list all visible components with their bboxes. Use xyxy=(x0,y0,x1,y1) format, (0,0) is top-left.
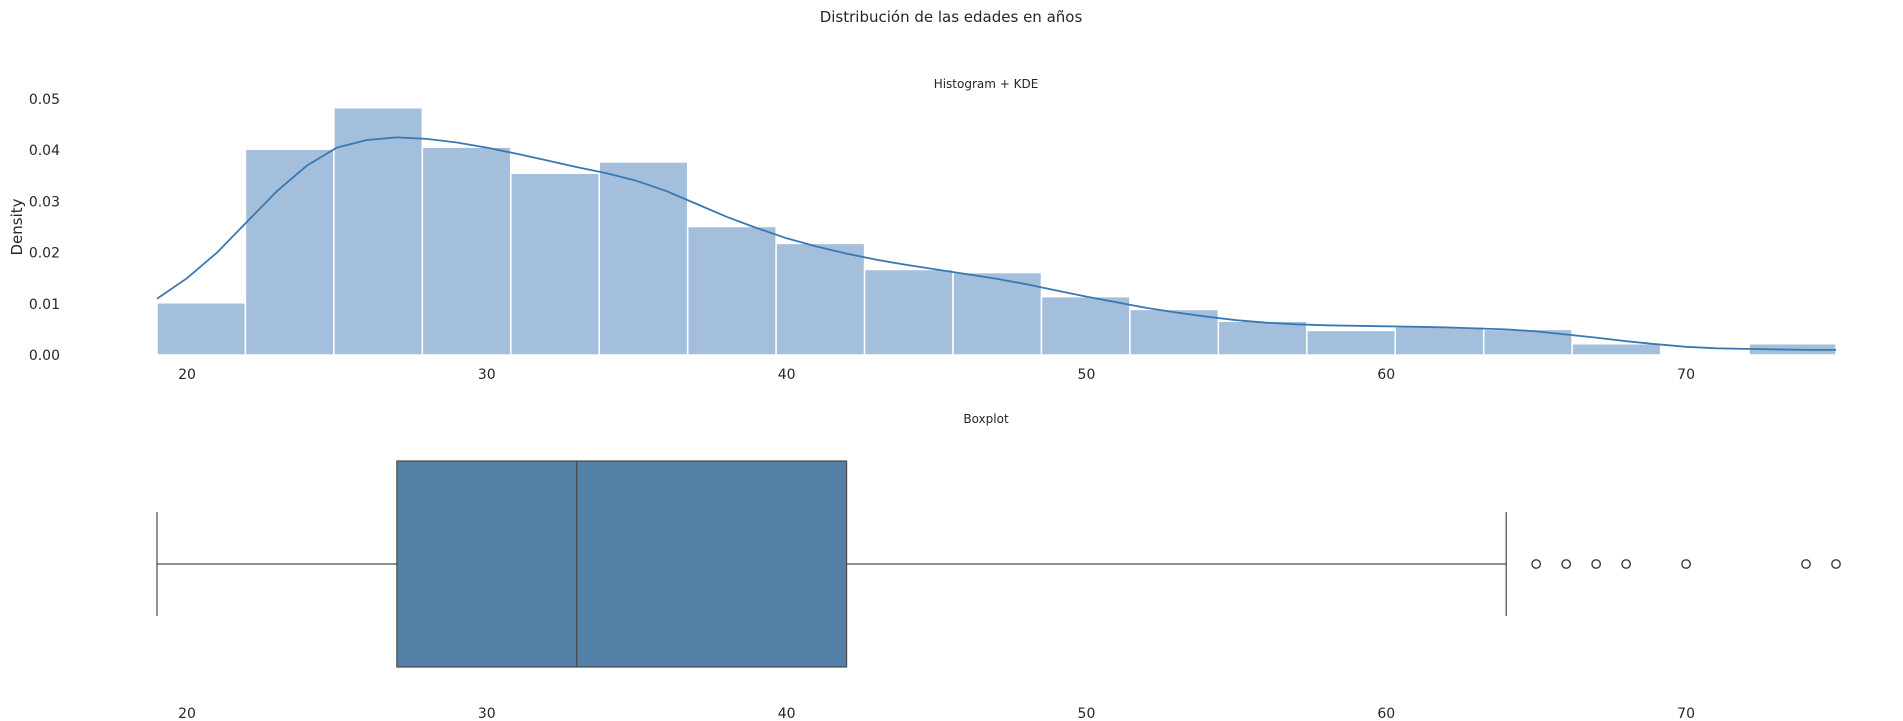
histogram-x-ticks: 20 30 40 50 60 70 xyxy=(178,367,1695,383)
histogram-x-tick-label: 50 xyxy=(1078,367,1096,383)
histogram-bars xyxy=(156,106,1837,356)
boxplot-outlier xyxy=(1561,559,1572,569)
histogram-y-tick-label: 0.03 xyxy=(29,194,60,210)
boxplot-outlier xyxy=(1801,559,1811,569)
histogram-bar xyxy=(1217,320,1308,356)
histogram-bar xyxy=(952,271,1043,356)
histogram-bar xyxy=(510,172,600,356)
kde-line xyxy=(156,136,1836,351)
histogram-bar xyxy=(598,161,689,356)
histogram-x-tick-label: 40 xyxy=(778,367,796,383)
boxplot-outlier xyxy=(1831,559,1841,569)
histogram-bar xyxy=(686,225,777,356)
boxplot-x-tick-label: 40 xyxy=(778,706,796,721)
histogram-ylabel: Density xyxy=(8,198,26,255)
boxplot-outlier xyxy=(1591,559,1602,569)
histogram-x-tick-label: 30 xyxy=(478,367,496,383)
boxplot-outlier xyxy=(1531,559,1542,569)
histogram-bar xyxy=(421,146,512,356)
histogram-y-ticks: 0.00 0.01 0.02 0.03 0.04 0.05 xyxy=(29,92,60,364)
boxplot-x-tick-label: 60 xyxy=(1377,706,1395,721)
boxplot-x-tick-label: 50 xyxy=(1078,706,1096,721)
histogram-bar xyxy=(1306,329,1397,356)
histogram-bar xyxy=(156,302,247,356)
histogram-x-tick-label: 60 xyxy=(1377,367,1395,383)
boxplot-x-tick-label: 20 xyxy=(178,706,196,721)
histogram-bar xyxy=(333,106,424,356)
histogram-y-tick-label: 0.02 xyxy=(29,246,60,262)
histogram-bar xyxy=(244,148,335,356)
boxplot-outliers xyxy=(1531,559,1841,569)
histogram-y-tick-label: 0.04 xyxy=(29,143,60,159)
histogram-title: Histogram + KDE xyxy=(934,77,1039,91)
histogram-x-tick-label: 70 xyxy=(1677,367,1695,383)
boxplot-outlier xyxy=(1621,559,1632,569)
histogram-bar xyxy=(1394,326,1485,356)
histogram-y-tick-label: 0.00 xyxy=(29,348,60,364)
histogram-bar xyxy=(1571,342,1662,356)
histogram-y-tick-label: 0.01 xyxy=(29,297,60,313)
histogram-y-tick-label: 0.05 xyxy=(29,92,60,108)
boxplot-title: Boxplot xyxy=(963,412,1009,426)
figure-suptitle: Distribución de las edades en años xyxy=(820,8,1083,26)
histogram-bar xyxy=(863,268,954,356)
boxplot-x-tick-label: 70 xyxy=(1677,706,1695,721)
histogram-bar xyxy=(775,242,866,356)
boxplot-x-ticks: 20 30 40 50 60 70 xyxy=(178,706,1695,721)
boxplot-outlier xyxy=(1681,559,1691,569)
histogram-x-tick-label: 20 xyxy=(178,367,196,383)
boxplot-x-tick-label: 30 xyxy=(478,706,496,721)
boxplot-box xyxy=(396,460,848,668)
histogram-bar xyxy=(1040,295,1131,356)
histogram-panel: Histogram + KDE Density 0.00 0.01 0.02 0.03… xyxy=(8,77,1837,383)
boxplot-panel: Boxplot 20 30 40 50 60 70 xyxy=(156,412,1841,721)
